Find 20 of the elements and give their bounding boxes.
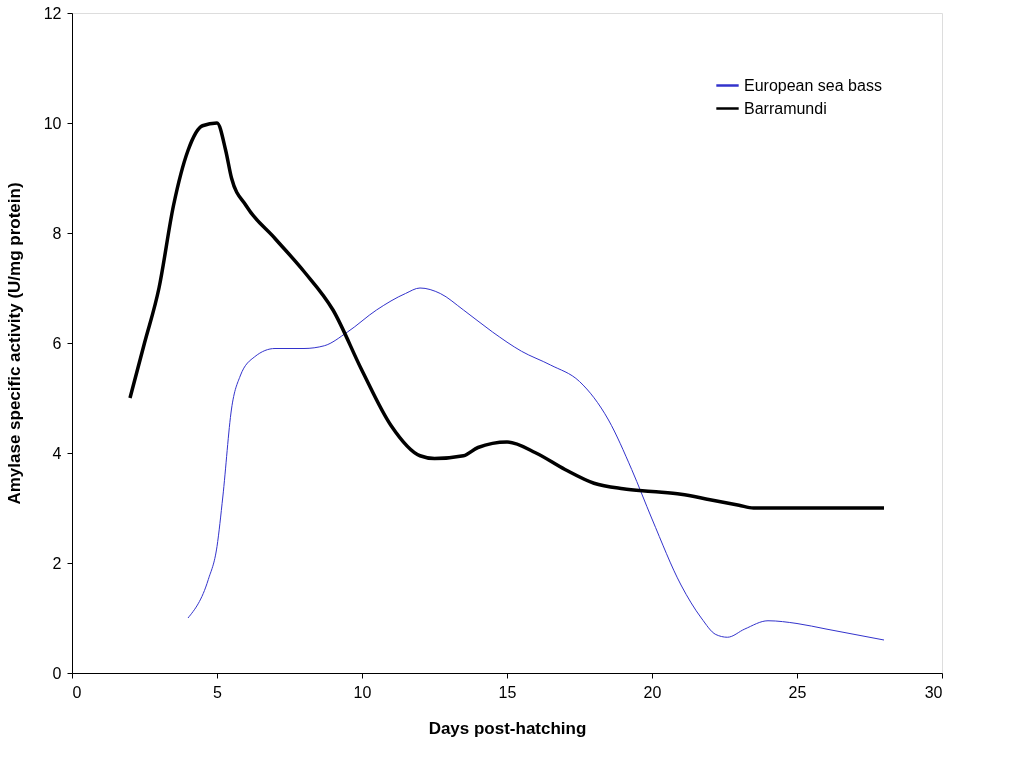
x-tick-label: 10 bbox=[353, 683, 372, 701]
y-tick-label: 0 bbox=[52, 664, 62, 682]
x-tick-label: 15 bbox=[498, 683, 517, 701]
x-tick-label: 5 bbox=[213, 683, 223, 701]
x-tick-label: 20 bbox=[643, 683, 662, 701]
x-axis-title: Days post-hatching bbox=[428, 718, 587, 738]
y-tick-label: 8 bbox=[52, 224, 62, 242]
y-tick-label: 10 bbox=[43, 114, 62, 132]
x-tick-label: 25 bbox=[788, 683, 807, 701]
line-series bbox=[128, 121, 886, 510]
x-tick-label: 0 bbox=[72, 683, 82, 701]
x-tick-label: 30 bbox=[924, 683, 943, 701]
line-series bbox=[187, 287, 885, 641]
y-tick-label: 4 bbox=[52, 444, 62, 462]
y-tick-label: 2 bbox=[52, 554, 62, 572]
legend-label: European sea bass bbox=[744, 76, 882, 94]
y-tick-label: 12 bbox=[43, 4, 62, 22]
legend-label: Barramundi bbox=[744, 99, 827, 117]
y-tick-label: 6 bbox=[52, 334, 62, 352]
y-axis-title: Amylase specific activity (U/mg protein) bbox=[4, 182, 24, 505]
